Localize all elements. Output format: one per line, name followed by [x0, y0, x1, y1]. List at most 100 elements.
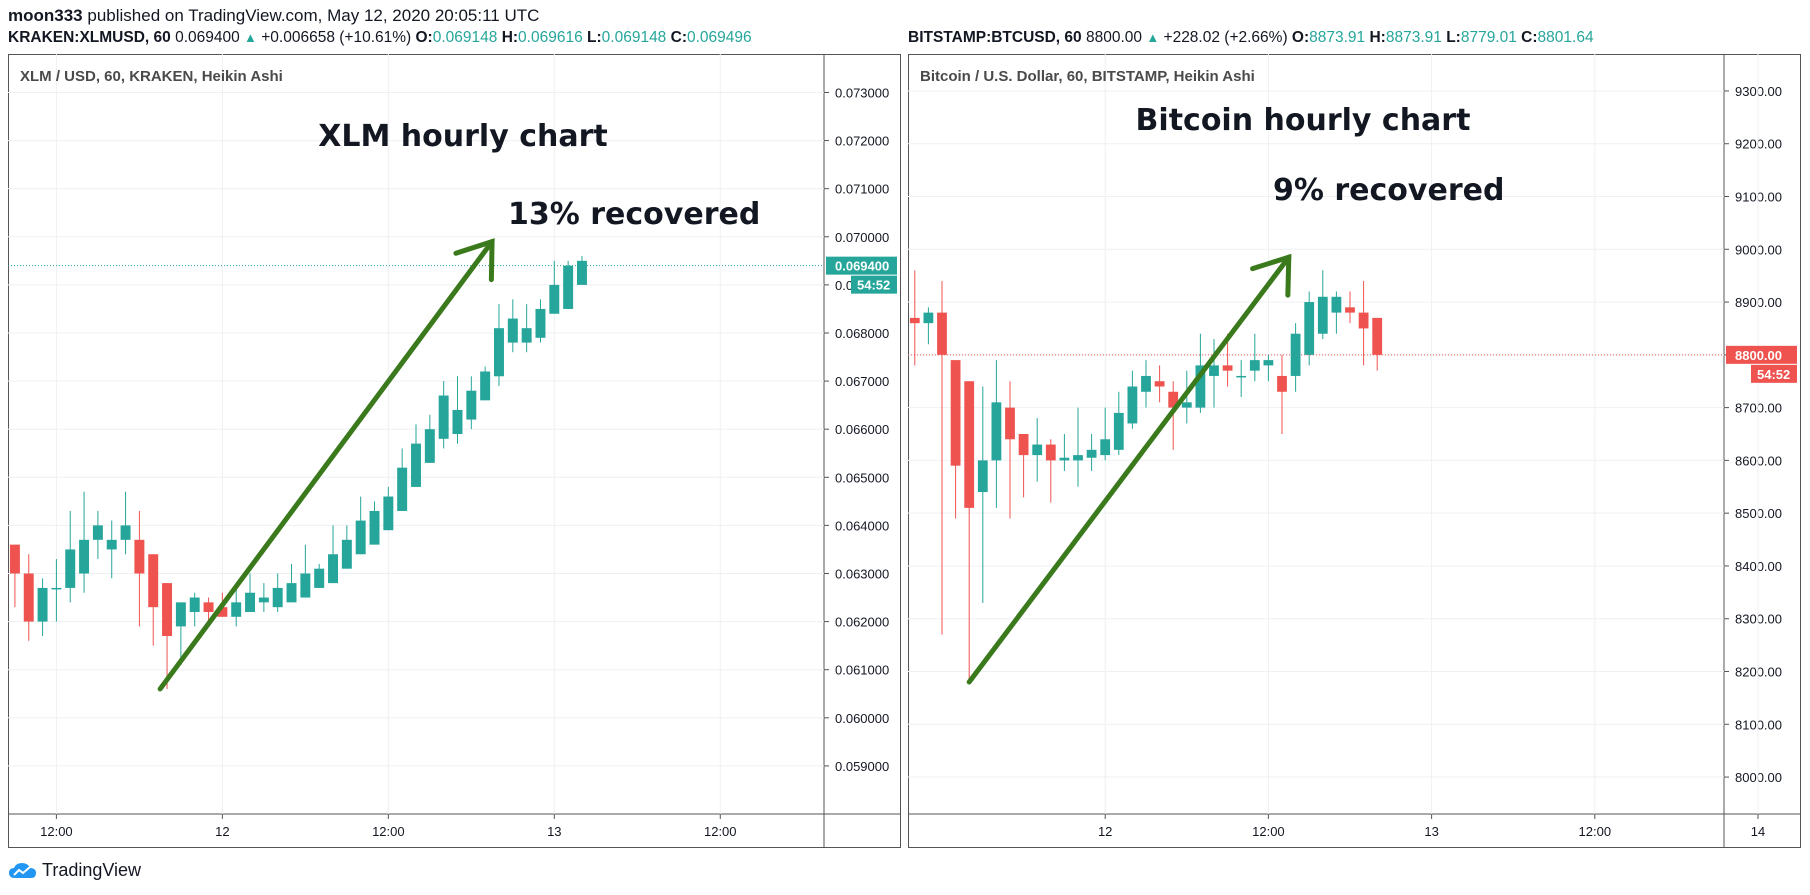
- candle-body: [51, 587, 62, 590]
- y-tick-label: 0.062000: [835, 615, 889, 630]
- candle: [991, 360, 1002, 508]
- candle-body: [494, 328, 504, 377]
- candle-body: [258, 597, 269, 603]
- candle-body: [1195, 365, 1206, 408]
- candle-body: [535, 308, 546, 338]
- candle: [549, 260, 560, 314]
- candle-body: [937, 312, 947, 355]
- countdown-box: [1751, 364, 1797, 383]
- x-tick-label: 12:00: [704, 824, 737, 839]
- candle-body: [272, 587, 283, 608]
- candle-body: [1290, 333, 1301, 376]
- candle: [175, 602, 186, 665]
- x-tick-label: 12:00: [40, 824, 73, 839]
- candle: [286, 563, 297, 603]
- y-tick-label: 0.067000: [835, 374, 889, 389]
- candle-body: [1100, 439, 1111, 456]
- candle: [341, 525, 352, 569]
- candle-body: [977, 460, 988, 493]
- candle: [1127, 370, 1138, 429]
- candle: [977, 386, 988, 603]
- candle: [1141, 360, 1151, 408]
- chart-legend: XLM / USD, 60, KRAKEN, Heikin Ashi: [20, 68, 283, 85]
- y-tick-label: 0.070000: [835, 230, 889, 245]
- candle-body: [65, 549, 76, 588]
- candle-body: [148, 554, 159, 608]
- change-value: +228.02 (+2.66%): [1163, 29, 1288, 46]
- candle-body: [217, 607, 228, 617]
- y-tick-label: 0.072000: [835, 134, 889, 149]
- low-value: 8779.01: [1460, 29, 1517, 46]
- candle: [1249, 333, 1260, 382]
- candle-body: [923, 312, 934, 324]
- high-label: H:: [501, 29, 519, 46]
- candle-body: [286, 583, 297, 603]
- y-tick-label: 0.068000: [835, 326, 889, 341]
- close-label: C:: [670, 29, 687, 46]
- candle-body: [1045, 444, 1056, 461]
- candle-body: [1127, 386, 1138, 424]
- countdown-text: 54:52: [1757, 367, 1790, 382]
- candle-body: [466, 390, 477, 420]
- candle: [480, 366, 491, 401]
- candle: [1168, 381, 1179, 450]
- candle: [51, 559, 62, 622]
- change-value: +0.006658 (+10.61%): [261, 29, 412, 46]
- candle: [950, 360, 961, 519]
- trend-arrow-line: [157, 239, 495, 692]
- candle-body: [411, 443, 421, 487]
- up-triangle-icon: ▲: [1146, 30, 1160, 45]
- chart-frame: [8, 54, 901, 848]
- candle-body: [37, 587, 48, 622]
- candle-body: [909, 317, 920, 324]
- candle-body: [1086, 449, 1097, 458]
- candle: [909, 270, 920, 366]
- candle-body: [314, 568, 325, 588]
- close-value: 0.069496: [686, 29, 752, 46]
- candle: [1236, 360, 1247, 398]
- open-value: 0.069148: [432, 29, 498, 46]
- candle: [65, 510, 76, 603]
- candle-body: [507, 318, 518, 343]
- candle: [1018, 434, 1029, 498]
- candle-body: [1222, 365, 1233, 371]
- x-tick-label: 12:00: [1252, 824, 1285, 839]
- candle: [1331, 291, 1342, 334]
- candle: [1263, 354, 1274, 382]
- candle-body: [369, 510, 380, 545]
- tradingview-brand: TradingView: [42, 860, 142, 880]
- candle-body: [1032, 444, 1043, 456]
- y-tick-label: 0.071000: [835, 182, 889, 197]
- symbol-label[interactable]: KRAKEN:XLMUSD, 60: [8, 29, 171, 46]
- candle-body: [576, 260, 587, 285]
- tradingview-cloud-icon: [9, 862, 36, 878]
- price-label-box: [826, 256, 897, 275]
- countdown-box: [851, 275, 897, 294]
- btc-chart-panel[interactable]: 8000.008100.008200.008300.008400.008500.…: [908, 54, 1801, 848]
- annotation-note: 13% recovered: [508, 197, 760, 232]
- symbol-label[interactable]: BITSTAMP:BTCUSD, 60: [908, 29, 1082, 46]
- xlm-chart-panel[interactable]: 0.059000 0.060000 0.061000 0.062000 0.063000…: [8, 54, 901, 848]
- candle-body: [452, 409, 463, 434]
- candle-body: [341, 539, 352, 569]
- candle-body: [549, 284, 560, 314]
- last-price: 8800.00: [1085, 29, 1143, 46]
- candle: [438, 381, 449, 449]
- candle-body: [964, 381, 975, 508]
- candle: [424, 414, 435, 463]
- tradingview-footer[interactable]: TradingView: [8, 860, 141, 881]
- candle: [1005, 381, 1015, 519]
- candle: [1317, 270, 1328, 339]
- candle: [1209, 339, 1219, 408]
- candle-body: [1073, 455, 1083, 461]
- candle-body: [189, 597, 200, 612]
- candle-body: [1277, 375, 1287, 392]
- candle-body: [1154, 381, 1165, 387]
- y-tick-label: 0.061000: [835, 663, 889, 678]
- author-name[interactable]: moon333: [8, 6, 83, 25]
- candle: [563, 260, 574, 309]
- x-tick-label: 12:00: [1579, 824, 1612, 839]
- candle: [106, 520, 117, 579]
- x-tick-label: 13: [547, 824, 561, 839]
- candle-body: [424, 429, 435, 463]
